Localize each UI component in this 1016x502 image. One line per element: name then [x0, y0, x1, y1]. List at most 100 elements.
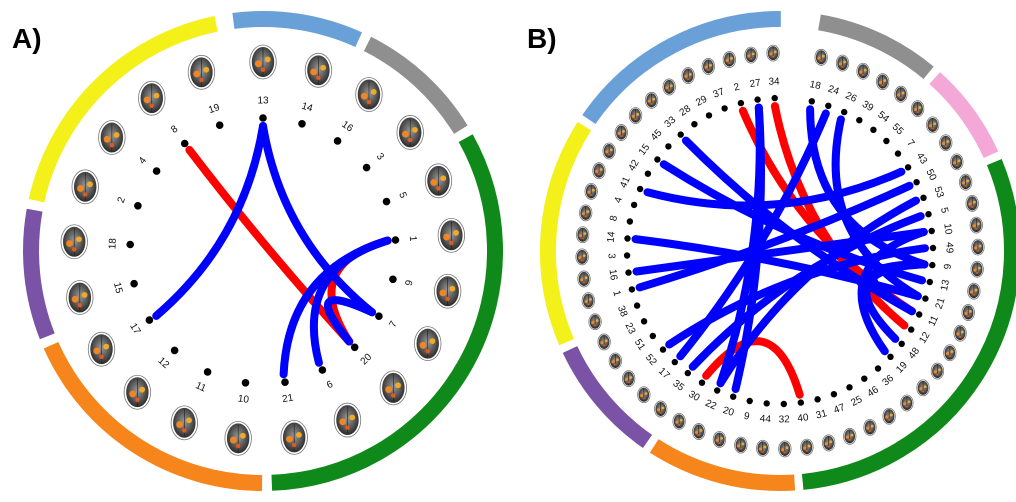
brain-thumbnail	[843, 427, 857, 445]
node-label: 28	[678, 103, 694, 119]
node-dot	[926, 278, 933, 286]
node-label: 29	[694, 94, 709, 109]
node-label: 12	[155, 355, 171, 371]
node-dot	[737, 99, 745, 107]
node-dot	[925, 211, 932, 218]
node-dot	[628, 286, 636, 293]
node-dot	[898, 340, 905, 347]
connection-negative	[635, 181, 914, 292]
node-dot	[644, 170, 652, 177]
node-dot	[350, 343, 359, 352]
node-dot	[913, 179, 920, 186]
node-dot	[375, 312, 383, 321]
brain-thumbnail	[224, 420, 252, 456]
node-dot	[333, 137, 342, 145]
brain-thumbnail	[98, 120, 126, 155]
node-label: 2	[116, 195, 128, 204]
node-label: 3	[374, 151, 386, 163]
node-label: 13	[257, 96, 269, 107]
node-dot	[134, 202, 142, 210]
node-label: 49	[943, 242, 954, 254]
node-label: 12	[917, 330, 932, 346]
brain-thumbnail	[637, 386, 651, 404]
brain-thumbnail	[280, 420, 308, 455]
brain-thumbnail	[822, 434, 836, 452]
node-label: 37	[712, 86, 727, 100]
node-dot	[259, 114, 267, 122]
node-label: 21	[934, 296, 948, 310]
node-dot	[180, 139, 189, 148]
brain-thumbnail	[926, 116, 940, 134]
node-label: 32	[779, 414, 791, 425]
node-dot	[382, 197, 391, 206]
node-dot	[626, 218, 634, 225]
brain-thumbnail	[622, 370, 636, 388]
node-dot	[203, 368, 212, 376]
node-dot	[654, 156, 661, 163]
node-label: 40	[797, 412, 810, 424]
node-dot	[825, 102, 832, 110]
brain-thumbnail	[969, 216, 983, 234]
node-dot	[636, 185, 644, 193]
node-label: 25	[849, 394, 864, 409]
brain-thumbnail	[943, 344, 957, 362]
node-dot	[659, 346, 667, 353]
node-label: 21	[281, 392, 294, 405]
brain-thumbnail	[123, 374, 152, 410]
node-dot	[771, 94, 778, 102]
connection-negative	[259, 122, 376, 317]
brain-thumbnail	[953, 324, 967, 342]
node-dot	[814, 396, 821, 403]
node-label: 55	[890, 122, 906, 138]
brain-thumbnail	[576, 226, 590, 244]
node-dot	[671, 358, 678, 366]
brain-thumbnail	[744, 46, 758, 64]
brain-thumbnail	[681, 67, 695, 84]
a-sector-purple	[23, 208, 55, 340]
brain-thumbnail	[597, 333, 611, 351]
brain-thumbnail	[672, 412, 686, 430]
brain-thumbnail	[959, 173, 973, 191]
node-label: 44	[759, 413, 771, 425]
panel-a-edges	[152, 122, 392, 379]
node-dot	[928, 227, 935, 235]
b-sector-purple	[562, 346, 653, 448]
node-dot	[623, 252, 631, 259]
brain-thumbnail	[882, 407, 896, 425]
node-label: 52	[643, 352, 659, 368]
node-label: 4	[137, 155, 149, 166]
connection-negative	[309, 236, 392, 367]
brain-thumbnail	[662, 78, 676, 96]
node-dot	[241, 379, 250, 387]
node-label: 15	[111, 281, 125, 295]
node-dot	[684, 369, 691, 377]
a-sector-green	[271, 134, 503, 491]
node-dot	[730, 393, 737, 400]
node-label: 14	[300, 101, 314, 115]
brain-thumbnail	[187, 54, 216, 90]
node-dot	[904, 164, 912, 171]
a-sector-yellow	[28, 15, 218, 203]
a-sector-orange	[43, 342, 263, 491]
node-label: 8	[608, 214, 620, 222]
panel-b-sectors	[540, 10, 1016, 491]
brain-thumbnail	[579, 204, 593, 222]
brain-thumbnail	[575, 248, 589, 266]
node-dot	[763, 400, 770, 407]
node-dot	[633, 302, 641, 309]
node-label: 9	[743, 411, 751, 423]
node-dot	[170, 346, 179, 355]
node-label: 15	[637, 142, 653, 158]
node-label: 19	[207, 102, 222, 116]
connection-negative	[862, 260, 929, 343]
brain-thumbnail	[71, 169, 99, 205]
brain-thumbnail	[967, 282, 981, 300]
node-label: 48	[907, 345, 923, 361]
node-dot	[874, 365, 882, 372]
node-dot	[797, 399, 804, 406]
node-dot	[714, 387, 721, 394]
node-label: 43	[914, 151, 930, 167]
node-label: 47	[832, 402, 847, 416]
node-label: 35	[670, 378, 686, 394]
